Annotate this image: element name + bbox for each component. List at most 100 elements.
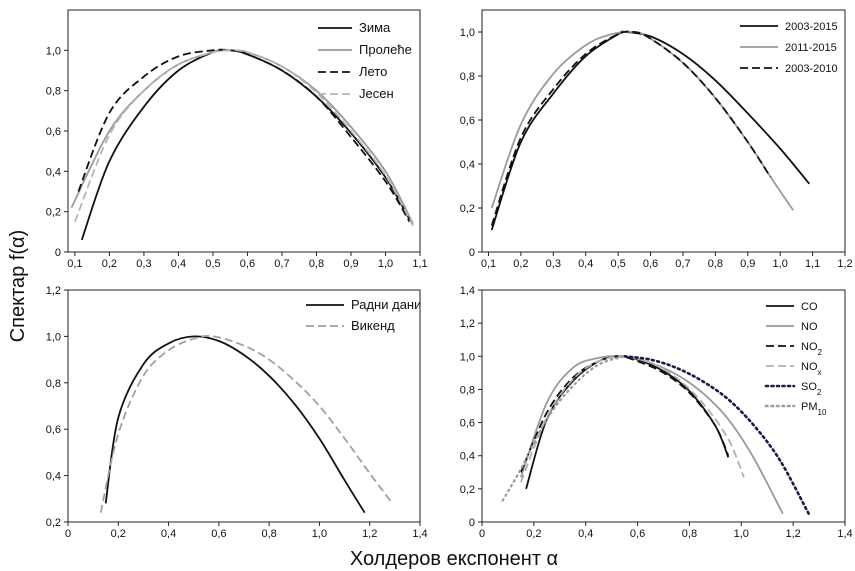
- legend-label: Пролеће: [359, 42, 412, 57]
- x-tick-label: 0,3: [546, 258, 561, 270]
- y-tick-label: 0: [55, 247, 61, 259]
- x-tick-label: 0,2: [111, 528, 126, 540]
- legend-label: Зима: [359, 20, 391, 35]
- chart-panel-periods: 0,1 0,2 0,3 0,4 0,5 0,6 0,7 0,8 0,9 1,0 1,1 1,2 0 0,2…: [460, 9, 853, 270]
- y-tick-label: 0,4: [46, 166, 61, 178]
- x-tick-label: 0,9: [343, 258, 358, 270]
- x-tick-label: 0: [479, 528, 485, 540]
- y-tick-label: 1,4: [460, 285, 475, 297]
- y-tick-label: 0,8: [460, 71, 475, 83]
- x-tick-label: 0,6: [211, 528, 226, 540]
- x-tick-label: 1,0: [378, 258, 393, 270]
- series-line-радни-дани: [104, 335, 366, 514]
- x-tick-label: 0,2: [526, 528, 541, 540]
- legend-label: CO: [801, 301, 818, 313]
- y-tick-label: 1,2: [46, 285, 61, 297]
- x-tick-label: 1,2: [837, 258, 852, 270]
- y-tick-label: 0,8: [46, 86, 61, 98]
- legend-label: Радни дани: [351, 297, 421, 312]
- series-line-2003-2010: [490, 30, 772, 226]
- x-tick-label: 0,8: [309, 258, 324, 270]
- y-tick-label: 0,4: [460, 451, 475, 463]
- x-tick-label: 0,7: [274, 258, 289, 270]
- legend-label: 2011-2015: [785, 42, 837, 54]
- x-tick-label: 0,1: [481, 258, 496, 270]
- x-tick-label: 0,8: [708, 258, 723, 270]
- y-tick-label: 0,6: [46, 126, 61, 138]
- legend-label: Лето: [359, 64, 387, 79]
- x-tick-label: 1,1: [805, 258, 820, 270]
- y-tick-label: 1,0: [46, 45, 61, 57]
- y-tick-label: 0,2: [46, 207, 61, 219]
- x-tick-label: 0,5: [610, 258, 625, 270]
- x-tick-label: 0,8: [261, 528, 276, 540]
- x-tick-label: 1,4: [837, 528, 852, 540]
- plot-frame: [481, 289, 846, 523]
- x-tick-label: 0,4: [161, 528, 176, 540]
- y-tick-label: 0,2: [460, 203, 475, 215]
- series-line-2011-2015: [490, 30, 794, 211]
- y-tick-label: 1,0: [46, 331, 61, 343]
- x-tick-label: 0,2: [513, 258, 528, 270]
- x-tick-label: 0,6: [240, 258, 255, 270]
- x-tick-label: 0,4: [171, 258, 186, 270]
- y-tick-label: 0,8: [460, 384, 475, 396]
- x-tick-label: 0: [65, 528, 71, 540]
- y-tick-label: 0: [469, 247, 475, 259]
- figure-xlabel: Холдеров експонент α: [350, 548, 558, 570]
- x-tick-label: 1,4: [412, 528, 427, 540]
- x-tick-label: 0,5: [205, 258, 220, 270]
- x-tick-label: 1,0: [734, 528, 749, 540]
- y-tick-label: 0,6: [460, 418, 475, 430]
- legend-label: NO2: [801, 341, 823, 357]
- plot-frame: [481, 9, 846, 253]
- legend-label: NOx: [801, 361, 822, 377]
- legend-label: SO2: [801, 381, 822, 397]
- legend-label: PM10: [801, 401, 827, 417]
- x-tick-label: 1,0: [312, 528, 327, 540]
- y-tick-label: 0,6: [460, 115, 475, 127]
- legend-label-subscript: 2: [818, 348, 823, 357]
- chart-panel-pollutants: 0 0,2 0,4 0,6 0,8 1,0 1,2 1,4 0 0,2 0,4 0,6 0,8 1,0 1,…: [460, 285, 853, 540]
- legend-label: 2003-2015: [785, 21, 838, 33]
- y-tick-label: 0,2: [46, 517, 61, 529]
- legend-label: 2003-2010: [785, 63, 838, 75]
- x-tick-label: 0,6: [643, 258, 658, 270]
- legend-label: Јесен: [359, 86, 394, 101]
- chart-panel-weekdays: 0 0,2 0,4 0,6 0,8 1,0 1,2 1,4 0,2 0,4 0,6 0,8 1,0 1,2…: [46, 285, 428, 540]
- x-tick-label: 0,8: [682, 528, 697, 540]
- series-line-no: [520, 355, 784, 515]
- y-tick-label: 0,2: [460, 484, 475, 496]
- series-line-јесен: [74, 49, 414, 227]
- x-tick-label: 1,1: [412, 258, 427, 270]
- y-tick-label: 0: [469, 517, 475, 529]
- x-tick-label: 0,3: [136, 258, 151, 270]
- plot-frame: [67, 289, 421, 523]
- series-line-co: [525, 355, 730, 490]
- x-tick-label: 0,1: [67, 258, 82, 270]
- legend-label: Викенд: [351, 318, 395, 333]
- x-tick-label: 0,9: [740, 258, 755, 270]
- series-line-so2: [623, 355, 810, 515]
- x-tick-label: 0,7: [675, 258, 690, 270]
- series-line-викенд: [99, 335, 394, 513]
- series-line-2003-2015: [490, 30, 810, 231]
- x-tick-label: 0,2: [102, 258, 117, 270]
- legend-label-subscript: x: [818, 368, 822, 377]
- x-tick-label: 0,4: [578, 528, 593, 540]
- y-tick-label: 1,0: [460, 27, 475, 39]
- x-tick-label: 0,6: [630, 528, 645, 540]
- x-tick-label: 1,0: [773, 258, 788, 270]
- figure-ylabel: Спектар f(α): [7, 230, 29, 343]
- y-tick-label: 0,4: [46, 471, 61, 483]
- y-tick-label: 0,6: [46, 424, 61, 436]
- y-tick-label: 0,8: [46, 378, 61, 390]
- chart-panel-seasons: 0,1 0,2 0,3 0,4 0,5 0,6 0,7 0,8 0,9 1,0 1,1 0 0,2 0,4…: [46, 9, 428, 270]
- series-line-no2: [520, 355, 730, 473]
- y-tick-label: 1,0: [460, 351, 475, 363]
- x-tick-label: 1,2: [362, 528, 377, 540]
- series-line-pm10: [501, 355, 626, 502]
- x-tick-label: 1,2: [785, 528, 800, 540]
- legend-label-subscript: 10: [818, 408, 827, 417]
